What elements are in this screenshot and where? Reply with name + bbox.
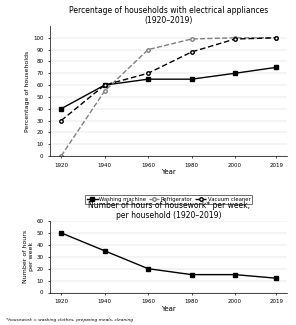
Vacuum cleaner — [274, 36, 278, 40]
Refrigerator — [146, 48, 150, 52]
Hours per week — [190, 273, 193, 277]
Y-axis label: Percentage of households: Percentage of households — [25, 50, 30, 132]
Line: Refrigerator: Refrigerator — [59, 36, 278, 158]
Washing machine — [274, 65, 278, 69]
Washing machine — [190, 77, 193, 81]
Hours per week — [146, 267, 150, 271]
Line: Vacuum cleaner: Vacuum cleaner — [59, 36, 278, 122]
Refrigerator — [274, 36, 278, 40]
Washing machine — [59, 107, 63, 111]
Hours per week — [59, 231, 63, 235]
Vacuum cleaner — [103, 83, 106, 87]
Vacuum cleaner — [146, 71, 150, 75]
Hours per week — [103, 249, 106, 253]
Y-axis label: Number of hours
per week: Number of hours per week — [23, 230, 34, 283]
Vacuum cleaner — [233, 37, 237, 41]
Washing machine — [103, 83, 106, 87]
Line: Hours per week: Hours per week — [59, 231, 278, 280]
Line: Washing machine: Washing machine — [59, 66, 278, 110]
Refrigerator — [233, 36, 237, 40]
Hours per week — [233, 273, 237, 277]
X-axis label: Year: Year — [161, 306, 176, 312]
Legend: Washing machine, Refrigerator, Vacuum cleaner: Washing machine, Refrigerator, Vacuum cl… — [85, 195, 252, 204]
Title: Percentage of households with electrical appliances
(1920–2019): Percentage of households with electrical… — [69, 6, 268, 25]
Washing machine — [233, 71, 237, 75]
Refrigerator — [59, 154, 63, 158]
Washing machine — [146, 77, 150, 81]
Title: Number of hours of housework* per week,
per household (1920–2019): Number of hours of housework* per week, … — [88, 201, 250, 220]
Vacuum cleaner — [59, 119, 63, 123]
Text: *housework = washing clothes, preparing meals, cleaning: *housework = washing clothes, preparing … — [6, 318, 133, 322]
Hours per week — [274, 276, 278, 280]
Refrigerator — [190, 37, 193, 41]
X-axis label: Year: Year — [161, 169, 176, 175]
Refrigerator — [103, 89, 106, 93]
Vacuum cleaner — [190, 50, 193, 54]
